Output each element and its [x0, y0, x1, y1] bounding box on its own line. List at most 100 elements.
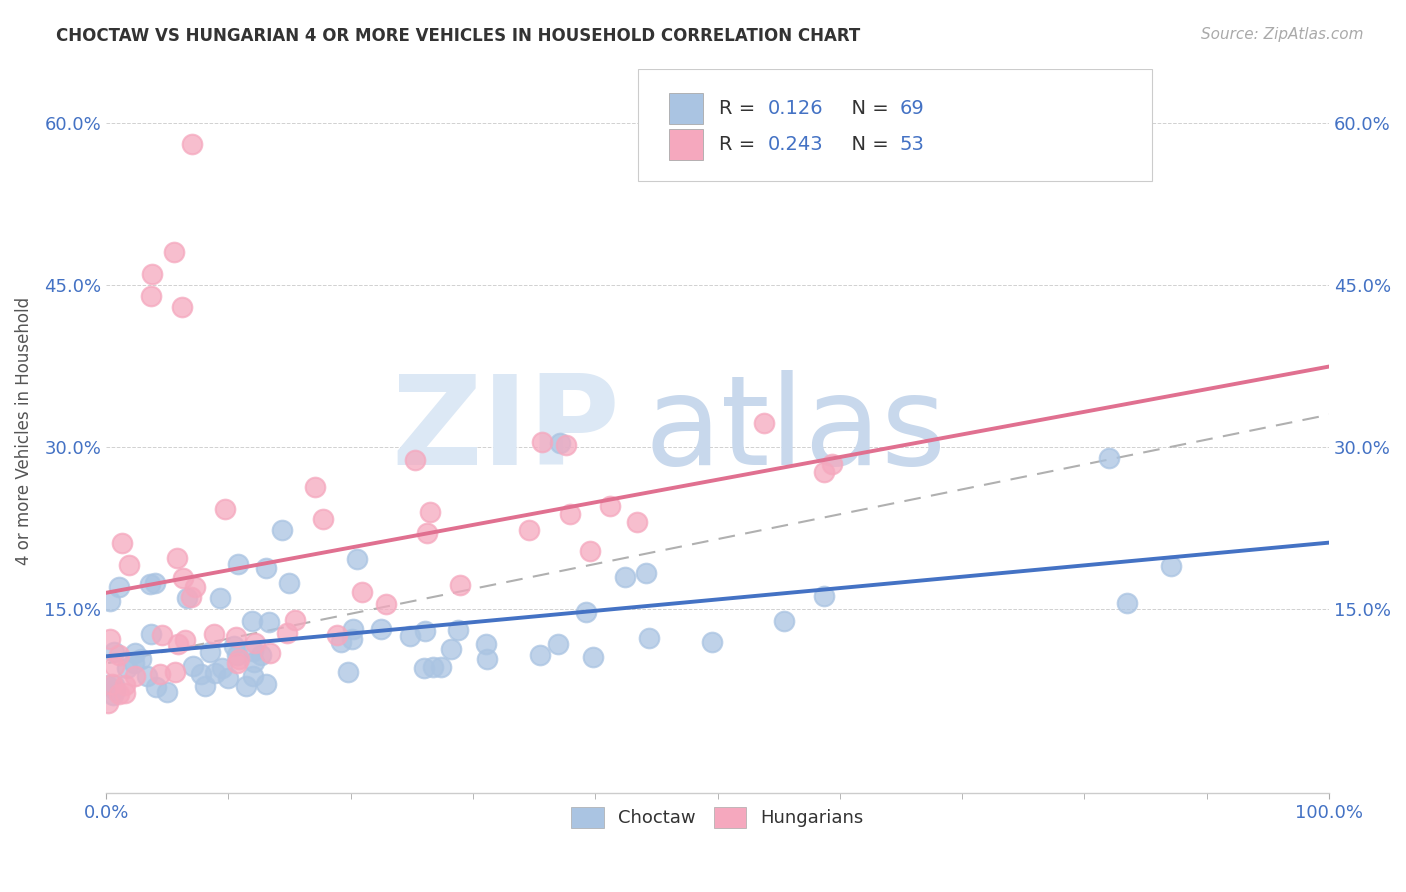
Point	[97, 697, 120, 711]
Point	[270, 524, 292, 538]
Point	[117, 558, 139, 573]
Point	[416, 526, 439, 541]
Point	[346, 552, 368, 566]
Point	[198, 645, 221, 659]
Point	[242, 644, 264, 658]
Point	[114, 686, 136, 700]
Point	[211, 661, 233, 675]
Point	[547, 637, 569, 651]
Point	[167, 637, 190, 651]
Point	[813, 465, 835, 479]
Point	[176, 591, 198, 606]
Point	[636, 566, 658, 580]
Point	[304, 480, 326, 494]
Text: N =: N =	[838, 99, 894, 118]
Point	[165, 665, 187, 679]
Point	[249, 648, 271, 662]
Point	[225, 630, 247, 644]
Point	[340, 632, 363, 646]
Point	[124, 647, 146, 661]
Point	[180, 590, 202, 604]
Point	[115, 661, 138, 675]
Point	[336, 665, 359, 680]
Point	[342, 623, 364, 637]
Point	[352, 585, 374, 599]
Point	[752, 417, 775, 431]
Point	[150, 627, 173, 641]
Point	[375, 597, 398, 611]
Point	[412, 661, 434, 675]
Point	[156, 684, 179, 698]
Text: ZIP: ZIP	[391, 370, 620, 491]
Point	[558, 507, 581, 521]
Point	[103, 659, 125, 673]
Point	[172, 300, 194, 314]
Point	[329, 635, 352, 649]
Text: 0.243: 0.243	[768, 135, 824, 154]
Y-axis label: 4 or more Vehicles in Household: 4 or more Vehicles in Household	[15, 297, 32, 565]
Point	[531, 434, 554, 449]
Point	[430, 659, 453, 673]
Point	[599, 500, 621, 514]
FancyBboxPatch shape	[638, 69, 1152, 181]
Point	[254, 561, 277, 575]
Point	[96, 678, 118, 692]
Point	[422, 660, 444, 674]
Point	[108, 687, 131, 701]
Point	[145, 680, 167, 694]
Point	[821, 457, 844, 471]
Point	[475, 652, 498, 666]
Point	[226, 656, 249, 670]
Text: 53: 53	[900, 135, 925, 154]
Point	[475, 637, 498, 651]
Point	[257, 615, 280, 630]
Point	[312, 511, 335, 525]
Point	[226, 558, 249, 572]
Point	[276, 626, 298, 640]
Point	[139, 576, 162, 591]
Point	[166, 550, 188, 565]
Point	[214, 502, 236, 516]
Point	[399, 629, 422, 643]
Point	[772, 614, 794, 628]
Point	[578, 544, 600, 558]
Point	[217, 671, 239, 685]
Point	[181, 659, 204, 673]
Point	[404, 453, 426, 467]
Point	[226, 648, 249, 662]
Point	[613, 570, 636, 584]
Text: atlas: atlas	[644, 370, 946, 491]
Point	[172, 571, 194, 585]
Point	[240, 614, 263, 628]
Point	[181, 137, 204, 152]
Point	[103, 645, 125, 659]
Point	[141, 289, 163, 303]
Point	[101, 676, 124, 690]
Point	[235, 679, 257, 693]
Point	[419, 505, 441, 519]
Point	[284, 613, 307, 627]
Point	[194, 679, 217, 693]
Point	[548, 436, 571, 450]
Point	[626, 515, 648, 529]
Point	[370, 622, 392, 636]
Point	[700, 635, 723, 649]
Point	[242, 669, 264, 683]
Point	[1160, 559, 1182, 574]
Point	[1116, 596, 1139, 610]
Point	[141, 267, 163, 281]
Point	[413, 624, 436, 639]
Point	[135, 669, 157, 683]
Point	[174, 633, 197, 648]
Point	[222, 639, 245, 653]
Legend: Choctaw, Hungarians: Choctaw, Hungarians	[564, 800, 872, 835]
Point	[575, 605, 598, 619]
Point	[101, 688, 124, 702]
Text: 0.126: 0.126	[768, 99, 824, 118]
Text: R =: R =	[718, 99, 761, 118]
Point	[143, 575, 166, 590]
Text: R =: R =	[718, 135, 761, 154]
Point	[124, 669, 146, 683]
Point	[202, 627, 225, 641]
Point	[582, 650, 605, 665]
